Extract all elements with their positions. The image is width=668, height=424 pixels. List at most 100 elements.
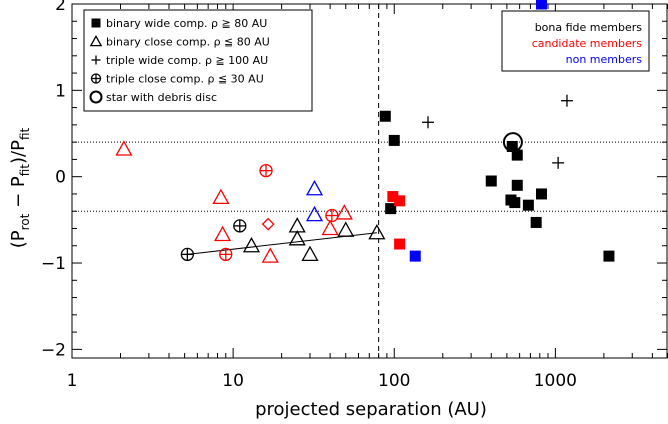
data-point xyxy=(325,208,339,223)
data-point xyxy=(511,179,523,191)
square-marker xyxy=(603,250,615,262)
y-tick-label: 1 xyxy=(55,81,66,101)
data-point xyxy=(288,217,306,233)
x-axis-label: projected separation (AU) xyxy=(255,399,487,420)
membership-label: bona fide members xyxy=(535,21,643,34)
y-tick-label: −1 xyxy=(41,254,66,274)
data-point xyxy=(509,197,521,209)
data-point xyxy=(219,247,233,262)
square-marker xyxy=(385,203,397,215)
square-marker xyxy=(511,149,523,161)
triangle-marker xyxy=(305,179,324,196)
triangle-marker xyxy=(288,230,306,246)
data-point xyxy=(335,204,353,220)
data-point xyxy=(385,203,397,215)
data-point xyxy=(368,223,386,240)
square-marker xyxy=(394,238,406,250)
legend-label: star with debris disc xyxy=(106,91,217,104)
square-marker xyxy=(409,250,421,262)
triangle-marker xyxy=(321,219,339,236)
square-marker xyxy=(485,175,497,187)
triangle-marker xyxy=(337,221,355,237)
marker-legend: binary wide comp. ρ ≧ 80 AU binary close … xyxy=(83,9,313,112)
marker-legend-frame xyxy=(83,9,313,112)
square-marker xyxy=(388,134,400,146)
data-point xyxy=(603,250,615,262)
membership-legend-frame xyxy=(501,10,650,72)
triangle-marker xyxy=(301,245,319,262)
data-point xyxy=(560,94,573,107)
square-marker xyxy=(379,110,391,122)
legend-label: binary wide comp. ρ ≧ 80 AU xyxy=(106,17,267,30)
y-tick-label: 0 xyxy=(55,168,66,188)
data-point xyxy=(485,175,497,187)
triangle-marker xyxy=(213,225,232,242)
data-point xyxy=(288,230,306,246)
data-point xyxy=(301,245,319,262)
triangle-marker xyxy=(242,236,261,253)
triangle-marker xyxy=(89,34,103,47)
data-point xyxy=(180,247,195,262)
data-point xyxy=(321,219,339,236)
data-point xyxy=(261,217,275,231)
triangle-marker xyxy=(335,204,353,220)
square-marker xyxy=(522,199,534,211)
data-point xyxy=(213,225,232,242)
square-marker xyxy=(509,197,521,209)
data-point xyxy=(259,163,273,178)
data-point xyxy=(535,0,547,10)
triangle-marker xyxy=(212,188,230,205)
x-tick-label: 100 xyxy=(378,371,410,391)
data-point xyxy=(261,247,279,263)
legend-symbol xyxy=(89,90,103,104)
triangle-marker xyxy=(305,205,324,222)
data-markers xyxy=(115,0,615,263)
data-point xyxy=(394,238,406,250)
square-marker xyxy=(506,140,518,152)
triangle-marker xyxy=(115,140,133,156)
square-marker xyxy=(530,216,542,228)
data-point xyxy=(409,250,421,262)
y-tick-label: 2 xyxy=(55,0,66,15)
legend-symbol xyxy=(89,34,103,47)
diamond-marker xyxy=(261,217,275,231)
legend-label: triple close comp. ρ ≦ 30 AU xyxy=(106,73,264,86)
square-marker xyxy=(91,18,101,28)
membership-label: non members xyxy=(566,53,643,66)
data-point xyxy=(530,216,542,228)
data-point xyxy=(552,156,565,169)
legend-symbol xyxy=(91,55,101,65)
square-marker xyxy=(387,191,399,203)
legend-label: binary close comp. ρ ≦ 80 AU xyxy=(106,36,270,49)
data-point xyxy=(115,140,133,156)
legend-symbol xyxy=(91,18,101,28)
triangle-marker xyxy=(261,247,279,263)
circle-marker xyxy=(502,132,523,153)
data-point xyxy=(422,116,435,129)
data-point xyxy=(388,134,400,146)
data-point xyxy=(212,188,230,205)
triangle-marker xyxy=(288,217,306,233)
data-point xyxy=(305,179,324,196)
x-tick-label: 10 xyxy=(222,371,244,391)
square-marker xyxy=(511,179,523,191)
data-point xyxy=(242,236,261,253)
membership-label: candidate members xyxy=(532,37,643,50)
data-point xyxy=(379,110,391,122)
data-point xyxy=(511,149,523,161)
data-point xyxy=(535,188,547,200)
data-point xyxy=(522,199,534,211)
x-tick-label: 1 xyxy=(67,371,78,391)
legend-label: triple wide comp. ρ ≧ 100 AU xyxy=(106,54,268,67)
data-point xyxy=(394,195,406,207)
x-tick-label: 1000 xyxy=(534,371,577,391)
data-point xyxy=(387,191,399,203)
membership-legend: bona fide members candidate members non me… xyxy=(501,10,650,72)
y-axis-label: (Prot − Pfit)/Pfit xyxy=(8,127,32,248)
reference-lines xyxy=(72,4,668,358)
data-point xyxy=(233,219,247,233)
data-point xyxy=(502,132,523,153)
data-point xyxy=(337,221,355,237)
data-point xyxy=(506,140,518,152)
